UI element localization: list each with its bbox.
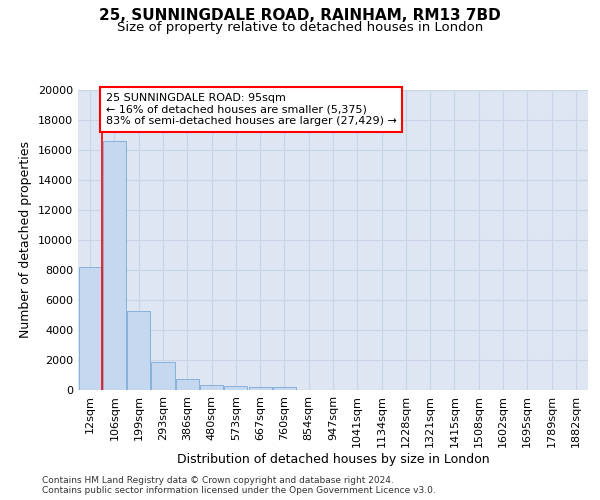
Bar: [151, 362, 175, 390]
X-axis label: Distribution of detached houses by size in London: Distribution of detached houses by size …: [176, 452, 490, 466]
Bar: [127, 310, 150, 390]
Bar: [248, 387, 272, 390]
Bar: [176, 379, 199, 390]
Text: Size of property relative to detached houses in London: Size of property relative to detached ho…: [117, 21, 483, 34]
Bar: [79, 267, 101, 390]
Bar: [200, 385, 223, 390]
Text: 25, SUNNINGDALE ROAD, RAINHAM, RM13 7BD: 25, SUNNINGDALE ROAD, RAINHAM, RM13 7BD: [99, 8, 501, 22]
Y-axis label: Number of detached properties: Number of detached properties: [19, 142, 32, 338]
Text: 25 SUNNINGDALE ROAD: 95sqm
← 16% of detached houses are smaller (5,375)
83% of s: 25 SUNNINGDALE ROAD: 95sqm ← 16% of deta…: [106, 93, 397, 126]
Bar: [224, 386, 247, 390]
Text: Contains HM Land Registry data © Crown copyright and database right 2024.
Contai: Contains HM Land Registry data © Crown c…: [42, 476, 436, 495]
Bar: [273, 388, 296, 390]
Bar: [103, 141, 126, 390]
